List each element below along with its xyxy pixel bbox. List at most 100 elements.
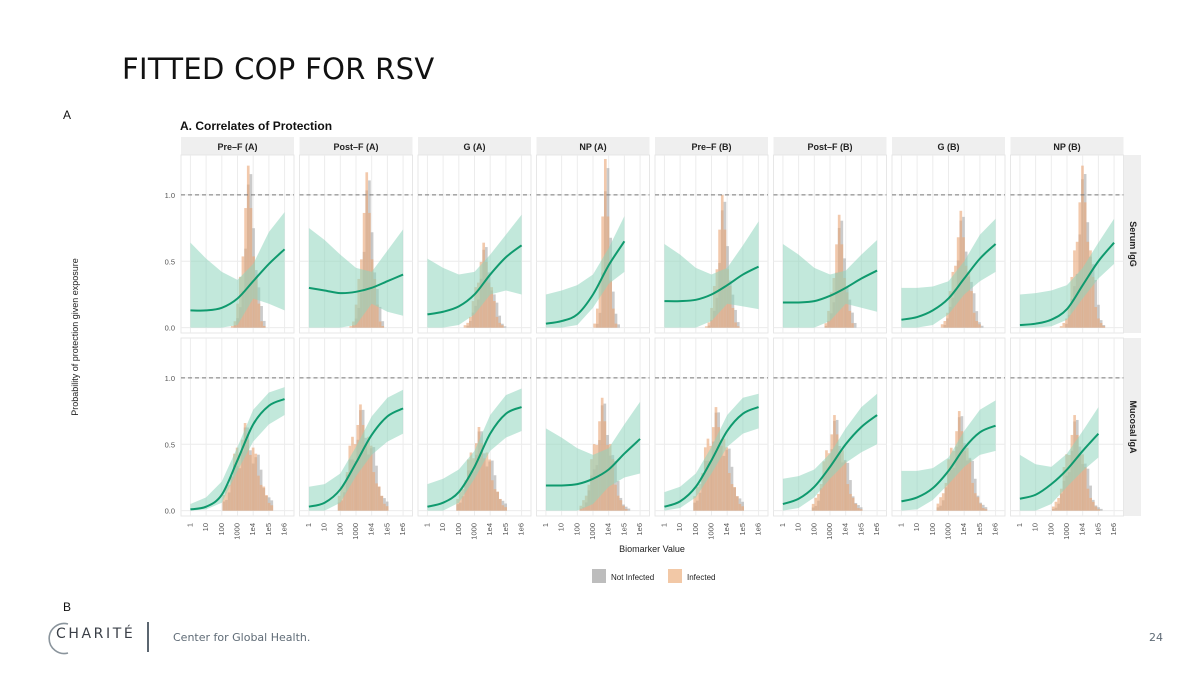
histogram-bar-infected — [501, 325, 504, 328]
histogram-bar-infected — [609, 280, 612, 328]
fitted-curve — [782, 414, 878, 505]
histogram-bar-infected — [735, 496, 739, 511]
histogram-bar-infected — [978, 324, 981, 328]
facet-strip-label: G (A) — [464, 142, 486, 152]
histogram-bar-infected — [257, 303, 261, 328]
histogram-bar-infected — [941, 493, 945, 511]
histogram-bar-infected — [704, 326, 708, 328]
histogram-bar-infected — [981, 507, 985, 511]
histogram-bar-infected — [851, 497, 855, 511]
x-tick-label: 1e6 — [991, 523, 1000, 536]
histogram-bar-infected — [493, 301, 496, 328]
histogram-bar-infected — [727, 473, 731, 511]
facet-strip — [773, 137, 887, 155]
facet-strip — [1010, 137, 1124, 155]
confidence-ribbon — [190, 212, 285, 328]
histogram-bar-infected — [845, 292, 849, 328]
histogram-bar-infected — [811, 503, 815, 511]
histogram-bar-infected — [249, 454, 252, 511]
histogram-bar-infected — [1059, 326, 1063, 328]
chart-title: A. Correlates of Protection — [180, 119, 333, 133]
histogram-bar-infected — [368, 212, 371, 328]
histogram-bar-infected — [227, 484, 231, 511]
x-tick-label: 1000 — [588, 523, 597, 540]
x-tick-label: 1e5 — [619, 523, 628, 536]
histogram-bar-infected — [241, 439, 244, 511]
x-tick-label: 100 — [572, 523, 581, 536]
facet-panel — [891, 337, 1006, 517]
legend-swatch — [668, 569, 682, 583]
panel-label-a: A — [63, 108, 72, 122]
histogram-bar-not-infected — [262, 320, 266, 328]
x-tick-label: 1e5 — [975, 523, 984, 536]
histogram-bar-infected — [851, 323, 854, 328]
x-tick-label: 1e6 — [280, 523, 289, 536]
x-tick-label: 1e4 — [722, 523, 731, 536]
histogram-bar-infected — [835, 434, 839, 511]
histogram-bar-infected — [859, 509, 863, 511]
x-tick-label: 1 — [185, 523, 194, 527]
histogram-bar-infected — [595, 308, 599, 328]
histogram-bar-infected — [235, 447, 239, 511]
histogram-bar-infected — [614, 323, 618, 328]
confidence-ribbon — [427, 214, 522, 328]
histogram-bar-infected — [943, 321, 947, 328]
x-tick-label: 1e4 — [1078, 523, 1087, 536]
x-tick-label: 100 — [217, 523, 226, 536]
histogram-bar-not-infected — [857, 505, 860, 511]
histogram-bar-not-infected — [851, 312, 854, 328]
histogram-bar-infected — [504, 507, 507, 511]
x-tick-label: 1e5 — [738, 523, 747, 536]
facet-strip-label: Pre–F (B) — [691, 142, 731, 152]
histogram-bar-infected — [738, 503, 742, 511]
facet-panel — [773, 154, 887, 334]
histogram-bar-infected — [1078, 202, 1082, 328]
facet-strip — [418, 137, 531, 155]
y-tick-label: 0.0 — [165, 507, 175, 516]
x-tick-label: 1e6 — [635, 523, 644, 536]
histogram-bar-not-infected — [975, 311, 979, 328]
histogram-bar-infected — [485, 452, 489, 511]
histogram-bar-infected — [963, 450, 966, 511]
histogram-bar-infected — [857, 508, 860, 511]
histogram-bar-infected — [480, 443, 483, 511]
confidence-ribbon — [901, 218, 996, 328]
histogram-bar-infected — [838, 453, 842, 511]
fitted-curve — [545, 240, 626, 325]
histogram-bar-not-infected — [260, 306, 263, 328]
footer-organization: Center for Global Health. — [173, 631, 311, 644]
histogram-bar-infected — [461, 489, 465, 511]
histogram-bar-infected — [837, 214, 841, 328]
x-tick-label: 100 — [335, 523, 344, 536]
histogram-bar-infected — [1091, 276, 1095, 328]
facet-strip-label: Post–F (B) — [808, 142, 853, 152]
facet-chart: Pre–F (A) Post–F (A) G (A) NP (A) Pre–F (B) P… — [70, 137, 1141, 583]
histogram-bar-infected — [976, 497, 980, 511]
histogram-bar-infected — [1086, 488, 1090, 511]
confidence-ribbon — [901, 400, 996, 511]
histogram-bar-infected — [501, 505, 505, 511]
x-tick-label: 1000 — [1062, 523, 1071, 540]
histogram-bar-infected — [622, 505, 625, 511]
facet-panel — [417, 337, 532, 517]
histogram-bar-infected — [619, 500, 623, 511]
histogram-bar-infected — [372, 472, 376, 511]
histogram-bar-infected — [1081, 454, 1084, 511]
histogram-bar-infected — [1062, 322, 1066, 328]
histogram-bar-infected — [233, 453, 236, 511]
x-tick-label: 10 — [912, 523, 921, 531]
confidence-ribbon — [308, 389, 404, 511]
x-tick-label: 1000 — [943, 523, 952, 540]
histogram-bar-infected — [1089, 250, 1092, 328]
x-tick-label: 1e5 — [1093, 523, 1102, 536]
histogram-bar-infected — [1097, 509, 1100, 511]
histogram-bar-infected — [970, 291, 973, 328]
x-tick-label: 10 — [794, 523, 803, 531]
histogram-bar-not-infected — [381, 321, 385, 328]
confidence-ribbon — [190, 387, 285, 511]
facet-panel — [1010, 337, 1124, 517]
histogram-bar-infected — [701, 473, 704, 511]
histogram-bar-infected — [611, 308, 615, 328]
facet-panel — [299, 337, 413, 517]
histogram-bar-infected — [1089, 497, 1092, 511]
